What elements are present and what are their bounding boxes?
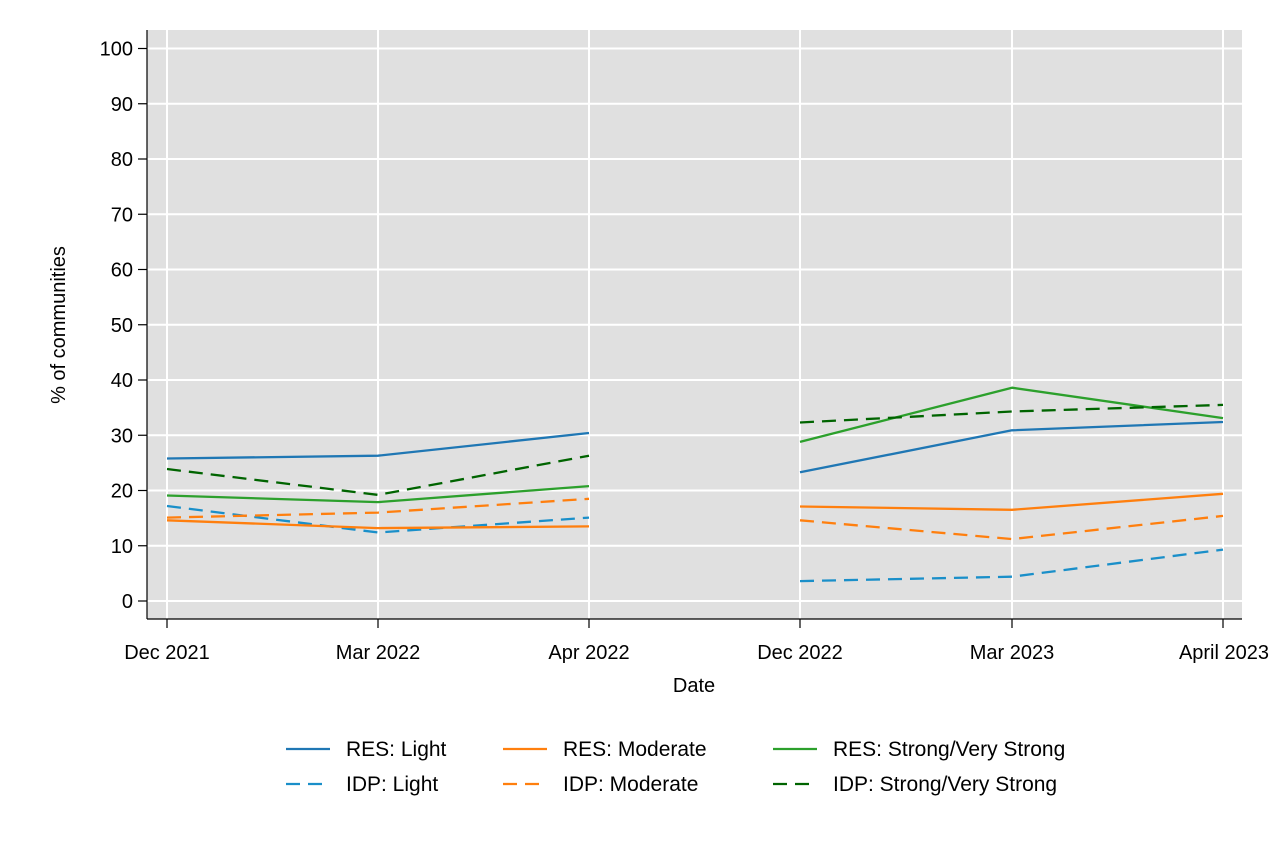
y-tick-label: 50 — [111, 315, 133, 337]
legend-label: IDP: Strong/Very Strong — [833, 773, 1057, 796]
series-line-3 — [166, 497, 590, 519]
y-tick-label: 100 — [100, 39, 133, 61]
legend-label: RES: Light — [346, 738, 447, 761]
x-tick-label: April 2023 — [1179, 642, 1269, 664]
x-ticks: Dec 2021 Mar 2022 Apr 2022 Dec 2022 Mar 2023… — [124, 619, 1269, 664]
y-tick-label: 10 — [111, 536, 133, 558]
y-tick-label: 0 — [122, 591, 133, 613]
series-line-5 — [799, 403, 1224, 424]
y-tick-label: 70 — [111, 204, 133, 226]
legend-label: IDP: Moderate — [563, 773, 698, 796]
y-tick-label: 90 — [111, 94, 133, 116]
legend-label: IDP: Light — [346, 773, 438, 796]
series-line-0 — [166, 431, 590, 460]
y-tick-label: 30 — [111, 425, 133, 447]
grid — [147, 30, 1242, 619]
series-line-3 — [799, 514, 1224, 541]
y-tick-label: 60 — [111, 260, 133, 282]
series-lines — [166, 386, 1224, 583]
y-tick-label: 20 — [111, 481, 133, 503]
x-tick-label: Dec 2022 — [757, 642, 843, 664]
series-line-1 — [799, 548, 1224, 583]
y-ticks: 0 10 20 30 40 50 60 70 80 90 100 — [100, 39, 147, 613]
x-axis-title: Date — [673, 675, 715, 697]
series-line-5 — [166, 454, 590, 497]
legend-label: RES: Moderate — [563, 738, 707, 761]
x-tick-label: Apr 2022 — [548, 642, 629, 664]
series-line-2 — [799, 492, 1224, 511]
legend: RES: Light RES: Moderate RES: Strong/Very … — [286, 738, 1065, 796]
y-tick-label: 80 — [111, 149, 133, 171]
x-tick-label: Mar 2022 — [336, 642, 421, 664]
y-axis-title: % of communities — [48, 246, 70, 404]
series-line-4 — [166, 484, 590, 504]
legend-label: RES: Strong/Very Strong — [833, 738, 1065, 761]
series-line-0 — [799, 420, 1224, 474]
x-tick-label: Mar 2023 — [970, 642, 1055, 664]
x-tick-label: Dec 2021 — [124, 642, 210, 664]
series-line-2 — [166, 519, 590, 530]
y-tick-label: 40 — [111, 370, 133, 392]
